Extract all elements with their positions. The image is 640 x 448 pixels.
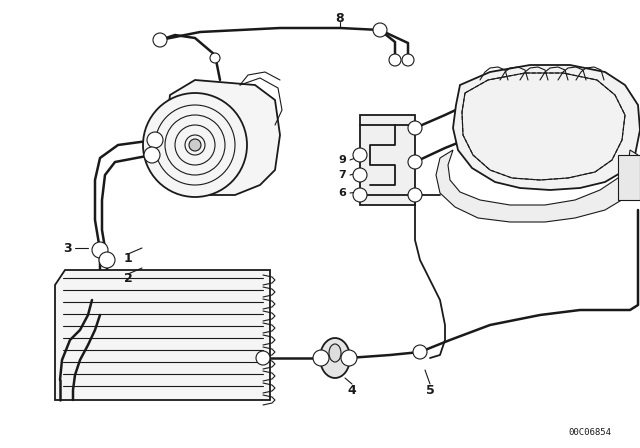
Text: 9: 9 bbox=[338, 155, 346, 165]
Circle shape bbox=[353, 188, 367, 202]
Circle shape bbox=[147, 132, 163, 148]
Circle shape bbox=[92, 242, 108, 258]
Text: 8: 8 bbox=[336, 12, 344, 25]
Text: 6: 6 bbox=[338, 188, 346, 198]
Text: 2: 2 bbox=[124, 271, 132, 284]
Circle shape bbox=[373, 23, 387, 37]
Text: 5: 5 bbox=[426, 383, 435, 396]
Circle shape bbox=[313, 350, 329, 366]
Polygon shape bbox=[55, 270, 270, 400]
Ellipse shape bbox=[329, 344, 341, 362]
Circle shape bbox=[189, 139, 201, 151]
Polygon shape bbox=[165, 80, 280, 195]
Polygon shape bbox=[453, 65, 640, 190]
Circle shape bbox=[389, 54, 401, 66]
Text: 1: 1 bbox=[124, 251, 132, 264]
Circle shape bbox=[153, 33, 167, 47]
Circle shape bbox=[353, 148, 367, 162]
Circle shape bbox=[413, 345, 427, 359]
Polygon shape bbox=[436, 150, 638, 222]
Circle shape bbox=[210, 53, 220, 63]
Text: 4: 4 bbox=[348, 383, 356, 396]
Polygon shape bbox=[360, 115, 415, 205]
Text: 00C06854: 00C06854 bbox=[568, 427, 611, 436]
Circle shape bbox=[144, 147, 160, 163]
Circle shape bbox=[353, 168, 367, 182]
Circle shape bbox=[155, 105, 235, 185]
Ellipse shape bbox=[320, 338, 350, 378]
Circle shape bbox=[165, 115, 225, 175]
Text: 7: 7 bbox=[338, 170, 346, 180]
Circle shape bbox=[99, 252, 115, 268]
Circle shape bbox=[341, 350, 357, 366]
Polygon shape bbox=[618, 155, 640, 200]
Circle shape bbox=[408, 155, 422, 169]
Circle shape bbox=[185, 135, 205, 155]
Circle shape bbox=[143, 93, 247, 197]
Circle shape bbox=[408, 121, 422, 135]
Text: 3: 3 bbox=[64, 241, 72, 254]
Circle shape bbox=[402, 54, 414, 66]
Circle shape bbox=[256, 351, 270, 365]
Circle shape bbox=[408, 188, 422, 202]
Circle shape bbox=[175, 125, 215, 165]
